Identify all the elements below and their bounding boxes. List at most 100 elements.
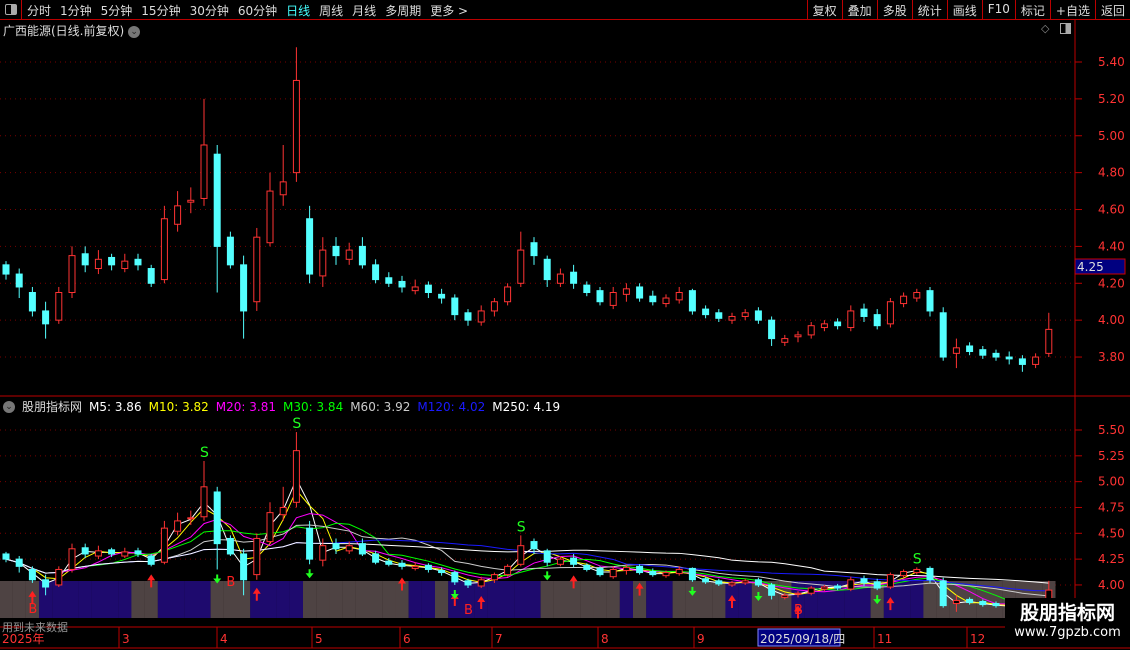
- band-segment: [646, 581, 660, 618]
- indicator-candle: [68, 543, 76, 573]
- band-segment: [171, 581, 185, 618]
- up-arrow-icon: [28, 590, 37, 604]
- indicator-tick: 5.00: [1098, 475, 1125, 489]
- period-tab[interactable]: 分时: [27, 4, 52, 18]
- price-candle: [213, 144, 221, 293]
- band-segment: [131, 581, 145, 618]
- tool-button[interactable]: F10: [981, 0, 1015, 20]
- up-arrow-icon: [886, 597, 895, 611]
- indicator-candle: [28, 566, 36, 583]
- period-tab[interactable]: 1分钟: [60, 4, 92, 18]
- indicator-candle: [94, 545, 102, 560]
- watermark-name: 股朋指标网: [1019, 602, 1115, 624]
- indicator-candle: [886, 572, 894, 590]
- indicator-tick: 4.75: [1098, 500, 1125, 514]
- band-segment: [699, 581, 713, 618]
- indicator-candle: [741, 578, 749, 585]
- indicator-candle: [200, 460, 208, 521]
- band-segment: [857, 581, 871, 618]
- period-tab[interactable]: 日线: [286, 4, 311, 18]
- ma-value: M250: 4.19: [492, 399, 561, 414]
- up-arrow-icon: [398, 577, 406, 591]
- band-segment: [157, 581, 172, 618]
- price-candle: [873, 309, 881, 330]
- price-candle: [728, 312, 736, 324]
- up-arrow-icon: [635, 582, 644, 596]
- price-candle: [952, 338, 960, 369]
- period-tab[interactable]: 5分钟: [100, 4, 133, 18]
- down-arrow-icon: [213, 574, 222, 584]
- date-label: 6: [403, 632, 411, 646]
- band-segment: [105, 581, 119, 618]
- price-candle: [781, 334, 789, 346]
- chevron-down-icon[interactable]: ⌄: [128, 25, 141, 38]
- cursor-date-box: [757, 628, 841, 647]
- period-tab[interactable]: 更多 >: [430, 4, 469, 18]
- price-candle: [702, 305, 710, 319]
- price-candle: [754, 307, 762, 324]
- band-segment: [738, 581, 752, 618]
- price-candle: [688, 288, 696, 315]
- price-candle: [372, 259, 380, 284]
- price-tick: 5.40: [1098, 55, 1125, 69]
- chevron-down-icon[interactable]: ⌄: [3, 400, 15, 413]
- price-candle: [662, 294, 670, 308]
- indicator-candle: [662, 570, 670, 578]
- price-candle: [306, 205, 314, 284]
- down-arrow-icon: [754, 592, 763, 602]
- tool-button[interactable]: 返回: [1094, 0, 1130, 20]
- price-candle: [504, 283, 512, 306]
- price-candle: [174, 191, 182, 232]
- indicator-candle: [385, 558, 393, 567]
- period-tab[interactable]: 月线: [352, 4, 377, 18]
- tool-button[interactable]: 统计: [911, 0, 947, 20]
- band-segment: [316, 581, 330, 618]
- band-segment: [355, 581, 370, 618]
- price-candle: [1045, 312, 1053, 358]
- indicator-candle: [424, 563, 432, 573]
- band-segment: [303, 581, 317, 618]
- price-candle: [266, 172, 274, 247]
- date-label: 8: [601, 632, 609, 646]
- indicator-candle: [794, 591, 802, 598]
- tool-button[interactable]: 复权: [806, 0, 842, 20]
- indicator-candle: [42, 574, 50, 596]
- price-candle: [240, 255, 248, 339]
- period-tab[interactable]: 多周期: [385, 4, 422, 18]
- tool-button[interactable]: 标记: [1014, 0, 1050, 20]
- indicator-candle: [636, 564, 644, 575]
- price-tick: 4.20: [1098, 276, 1125, 290]
- band-segment: [342, 581, 356, 618]
- price-candle: [715, 309, 723, 323]
- tool-button[interactable]: 多股: [876, 0, 912, 20]
- band-segment: [553, 581, 568, 618]
- indicator-candle: [55, 566, 63, 588]
- price-candle: [583, 281, 591, 297]
- price-candle: [622, 283, 630, 302]
- indicator-candle: [702, 576, 710, 584]
- price-candle: [900, 292, 908, 308]
- sidebar-toggle-button[interactable]: [0, 0, 22, 20]
- indicator-tick: 4.50: [1098, 526, 1125, 540]
- price-candle: [939, 307, 947, 361]
- price-candle: [675, 286, 683, 304]
- panel-toggle-icon[interactable]: [1060, 23, 1071, 34]
- indicator-candle: [781, 593, 789, 600]
- indicator-name[interactable]: 股朋指标网: [22, 400, 83, 414]
- diamond-icon[interactable]: ◇: [1041, 22, 1050, 35]
- tool-button[interactable]: 画线: [946, 0, 982, 20]
- price-candle: [992, 349, 1000, 361]
- period-tab[interactable]: 15分钟: [141, 4, 181, 18]
- price-tick: 4.00: [1098, 313, 1125, 327]
- price-candle: [411, 279, 419, 295]
- price-candle: [2, 261, 10, 280]
- tool-button[interactable]: +自选: [1049, 0, 1095, 20]
- band-segment: [65, 581, 79, 618]
- tool-button[interactable]: 叠加: [841, 0, 877, 20]
- period-tab[interactable]: 30分钟: [189, 4, 229, 18]
- period-tab[interactable]: 60分钟: [237, 4, 278, 18]
- period-tab[interactable]: 周线: [319, 4, 344, 18]
- price-candle: [94, 250, 102, 275]
- date-label: 2025/09/18/四: [760, 632, 845, 646]
